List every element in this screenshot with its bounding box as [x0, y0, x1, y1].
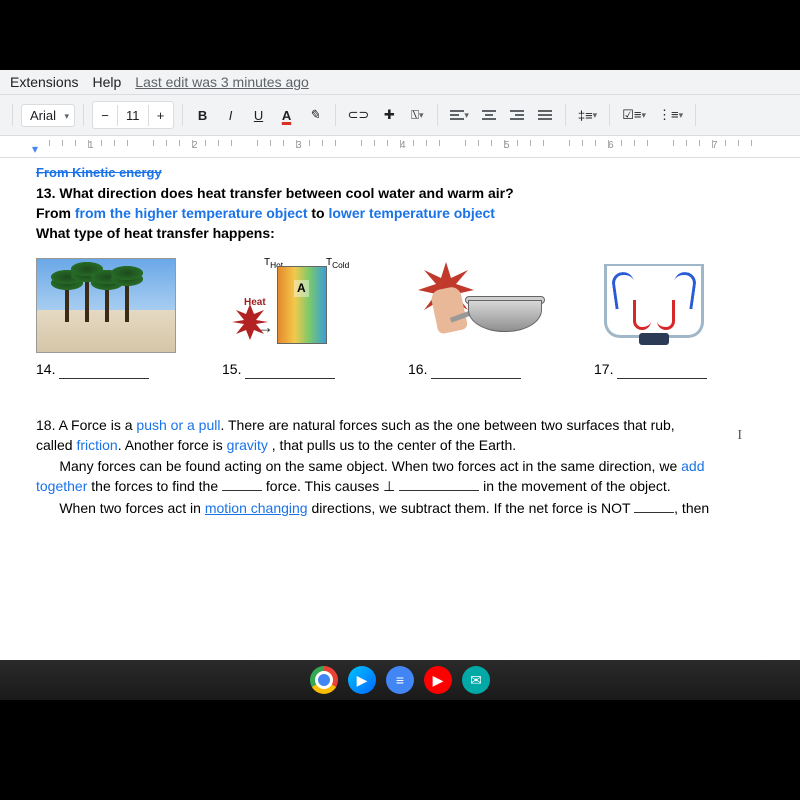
toolbar: Arial − 11 + B I U A ✎ ⊂⊃ ✚ ⍂ ‡≡ ☑≡ ⋮≡ [0, 95, 800, 136]
youtube-icon[interactable]: ▶ [424, 666, 452, 694]
docs-icon[interactable]: ≡ [386, 666, 414, 694]
answer-blanks-row: 14. 15. 16. 17. [36, 359, 764, 379]
font-size-control: − 11 + [92, 101, 174, 129]
blank-17[interactable] [617, 378, 707, 379]
bold-button[interactable]: B [191, 102, 215, 128]
messages-icon[interactable]: ✉ [462, 666, 490, 694]
document-body[interactable]: From Kinetic energy 13. What direction d… [0, 158, 800, 539]
crossed-prior-answer: From Kinetic energy [36, 164, 764, 183]
line-spacing-button[interactable]: ‡≡ [574, 102, 601, 128]
menu-help[interactable]: Help [92, 74, 121, 90]
highlight-button[interactable]: ✎ [303, 102, 327, 128]
insert-link-button[interactable]: ⊂⊃ [344, 102, 374, 128]
blank-16[interactable] [431, 378, 521, 379]
last-edit-link[interactable]: Last edit was 3 minutes ago [135, 74, 309, 90]
menu-bar: Extensions Help Last edit was 3 minutes … [0, 70, 800, 95]
align-right-button[interactable] [505, 102, 529, 128]
question-13: 13. What direction does heat transfer be… [36, 183, 764, 203]
label-16: 16. [408, 361, 427, 377]
align-left-button[interactable] [446, 102, 473, 128]
font-size-increase[interactable]: + [149, 102, 173, 128]
image-15-conduction: THot TCold A Heat → [222, 258, 362, 353]
question-18: 18. A Force is a push or a pull. There a… [36, 415, 764, 518]
bulleted-list-button[interactable]: ⋮≡ [654, 102, 687, 128]
italic-button[interactable]: I [219, 102, 243, 128]
image-14-radiation [36, 258, 176, 353]
image-row: THot TCold A Heat → [36, 258, 764, 353]
label-14: 14. [36, 361, 55, 377]
checklist-button[interactable]: ☑≡ [618, 102, 650, 128]
image-16-conduction-hand [408, 258, 548, 353]
font-family-select[interactable]: Arial [21, 104, 75, 127]
blank-15[interactable] [245, 378, 335, 379]
blank-notzero[interactable] [634, 512, 674, 513]
play-store-icon[interactable]: ▶ [348, 666, 376, 694]
align-center-button[interactable] [477, 102, 501, 128]
insert-image-button[interactable]: ⍂ [405, 102, 429, 128]
label-15: 15. [222, 361, 241, 377]
app-window: Extensions Help Last edit was 3 minutes … [0, 70, 800, 700]
blank-causes[interactable] [399, 490, 479, 491]
taskbar: ▶ ≡ ▶ ✉ [0, 660, 800, 700]
ruler[interactable]: ▾ 1234567 [0, 136, 800, 158]
menu-extensions[interactable]: Extensions [10, 74, 78, 90]
underline-button[interactable]: U [247, 102, 271, 128]
text-color-button[interactable]: A [275, 102, 299, 128]
blank-14[interactable] [59, 378, 149, 379]
chrome-icon[interactable] [310, 666, 338, 694]
font-size-decrease[interactable]: − [93, 102, 117, 128]
align-justify-button[interactable] [533, 102, 557, 128]
blank-net[interactable] [222, 490, 262, 491]
add-comment-button[interactable]: ✚ [377, 102, 401, 128]
font-size-value[interactable]: 11 [117, 105, 149, 126]
image-17-convection [594, 258, 714, 353]
label-17: 17. [594, 361, 613, 377]
question-heat-type: What type of heat transfer happens: [36, 223, 764, 243]
text-cursor-icon: I [737, 426, 742, 446]
answer-13: From from the higher temperature object … [36, 203, 764, 223]
